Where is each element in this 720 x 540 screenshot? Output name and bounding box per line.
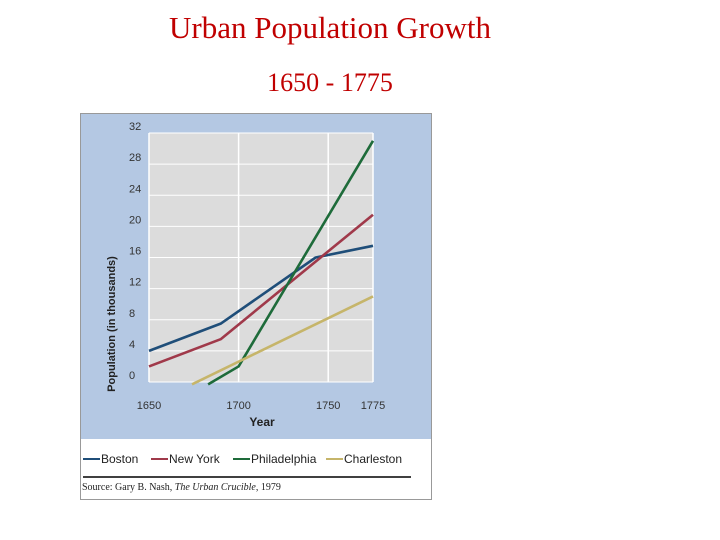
source-prefix: Source: Gary B. Nash, [82, 482, 175, 493]
series-line-new-york [148, 213, 374, 368]
y-tick-label: 20 [129, 214, 141, 226]
page-subtitle: 1650 - 1775 [267, 68, 393, 97]
x-axis-label: Year [249, 415, 275, 429]
series-line-charleston [191, 295, 374, 386]
y-tick-label: 4 [129, 339, 135, 351]
y-tick-label: 28 [129, 152, 141, 164]
source-work: The Urban Crucible [174, 482, 256, 493]
y-tick-label: 8 [129, 308, 135, 320]
x-tick-label: 1700 [226, 400, 250, 412]
y-axis-label: Population (in thousands) [106, 256, 118, 392]
chart-frame: 0 4 8 12 16 20 24 28 32 1650 1700 1750 1775 Boston New… [80, 113, 432, 500]
legend-label-new-york: New York [169, 452, 221, 466]
y-tick-label: 12 [129, 277, 141, 289]
y-tick-label: 24 [129, 183, 141, 195]
y-tick-label: 16 [129, 246, 141, 258]
legend-label-philadelphia: Philadelphia [251, 452, 317, 466]
legend-label-boston: Boston [101, 452, 138, 466]
y-tick-label: 0 [129, 370, 135, 382]
x-tick-label: 1650 [137, 400, 161, 412]
source-year: , 1979 [255, 482, 281, 493]
series-line-philadelphia [207, 140, 375, 386]
y-tick-label: 32 [129, 121, 141, 133]
series-line-boston [148, 244, 374, 353]
legend-label-charleston: Charleston [344, 452, 402, 466]
line-chart: 0 4 8 12 16 20 24 28 32 1650 1700 1750 1775 Boston New… [81, 114, 431, 478]
source-citation: Source: Gary B. Nash, The Urban Crucible… [82, 482, 281, 493]
page-title: Urban Population Growth [168, 10, 492, 45]
x-tick-label: 1750 [316, 400, 340, 412]
x-tick-label: 1775 [361, 400, 385, 412]
